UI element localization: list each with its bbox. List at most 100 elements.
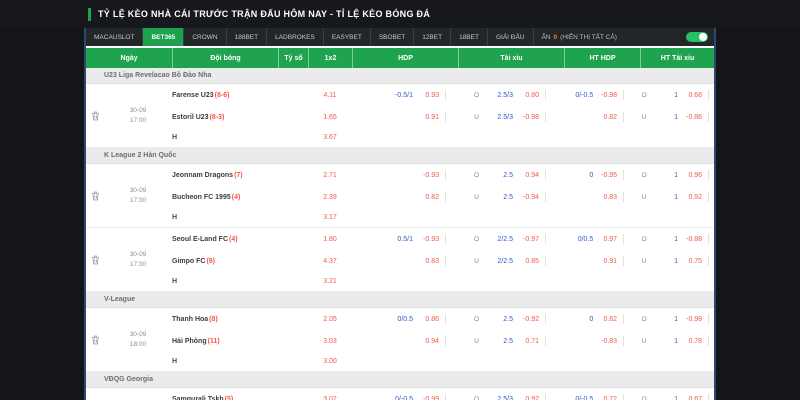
cell-separator [545,90,546,100]
match-block: Samgurali Tskh (5) 3.02 0/-0.5 -0.99 O 2.5/3 0.… [86,388,714,400]
odds-ht-over-under[interactable]: U 1 0.78 [640,330,714,352]
odds-hdp[interactable]: 0.82 [352,186,458,208]
odds-ht-hdp[interactable]: 0.91 [564,250,640,272]
odds-ht-hdp[interactable]: -0.83 [564,330,640,352]
odds-over-under[interactable]: U 2.5 0.71 [458,330,564,352]
odds-1x2[interactable]: 2.39 [323,193,337,201]
odds-1x2[interactable]: 2.71 [323,171,337,179]
handicap-line: 0/-0.5 [575,91,594,99]
odds-over-under[interactable]: O 2/2.5 -0.97 [458,228,564,250]
cell-separator [623,394,624,400]
team-name[interactable]: Thanh Hoa (8) [172,308,278,330]
odds-ht-over-under[interactable]: O 1 0.96 [640,164,714,186]
handicap-line: 2.5 [503,193,513,201]
odds-ht-over-under[interactable]: U 1 -0.86 [640,106,714,128]
odds-over-under[interactable]: U 2.5 -0.94 [458,186,564,208]
team-name[interactable]: Bucheon FC 1995 (4) [172,186,278,208]
tab-macauslot[interactable]: MACAUSLOT [86,28,144,46]
draw-label: H [172,134,178,141]
odds-hdp[interactable]: 0/0.5 0.86 [352,308,458,330]
odds-hdp[interactable]: 0.83 [352,250,458,272]
odds-ht-over-under[interactable]: U 1 0.75 [640,250,714,272]
team-name[interactable]: Samgurali Tskh (5) [172,388,278,400]
odds-draw[interactable]: 3.00 [323,358,337,365]
odds-hdp[interactable]: 0/-0.5 -0.99 [352,388,458,400]
odds-draw[interactable]: 3.21 [323,278,337,285]
tab-188bet[interactable]: 188BET [227,28,268,46]
league-header: V-League [86,292,714,308]
odds-hdp[interactable]: 0.5/1 -0.93 [352,228,458,250]
odds-ht-over-under[interactable]: O 1 0.67 [640,388,714,400]
odds-over-under[interactable]: O 2.5 0.94 [458,164,564,186]
team-name[interactable]: Farense U23 (8-6) [172,84,278,106]
trash-icon[interactable] [86,111,104,121]
odds-ht-over-under[interactable]: U 1 0.92 [640,186,714,208]
odds-ht-hdp[interactable]: 0.82 [564,106,640,128]
tab-giải-đấu[interactable]: GIẢI ĐẤU [488,28,534,46]
title-bar: TỶ LỆ KÈO NHÀ CÁI TRƯỚC TRẬN ĐẤU HÔM NAY… [0,0,800,28]
odds-price: 0.67 [688,395,703,400]
cell-separator [708,234,709,244]
odds-1x2[interactable]: 1.80 [323,235,337,243]
odds-ht-over-under[interactable]: O 1 -0.98 [640,308,714,330]
league-header: VĐQG Georgia [86,372,714,388]
odds-price: -0.94 [523,193,539,201]
show-all-toggle[interactable] [686,32,708,42]
odds-draw[interactable]: 3.67 [323,134,337,141]
odds-hdp[interactable]: 0.91 [352,106,458,128]
team-name[interactable]: Seoul E-Land FC (4) [172,228,278,250]
odds-over-under[interactable]: U 2/2.5 0.85 [458,250,564,272]
odds-1x2[interactable]: 1.65 [323,113,337,121]
trash-icon[interactable] [86,335,104,345]
score-cell [278,164,308,186]
tab-easybet[interactable]: EASYBET [324,28,371,46]
odds-ht-over-under[interactable]: O 1 -0.88 [640,228,714,250]
odds-ht-hdp[interactable]: 0/0.5 0.97 [564,228,640,250]
tab-18bet[interactable]: 18BET [451,28,488,46]
cell-separator [623,192,624,202]
match-block: 30-09 17:30 Jeonnam Dragons (7) 2.71 -0.93 O 2.… [86,164,714,228]
odds-price: 0.91 [603,257,618,265]
odds-ht-hdp[interactable]: 0 0.62 [564,308,640,330]
odds-1x2[interactable]: 2.05 [323,315,337,323]
odds-ht-hdp[interactable]: 0/-0.5 0.72 [564,388,640,400]
odds-ht-hdp[interactable]: 0 -0.95 [564,164,640,186]
tab-crown[interactable]: CROWN [184,28,227,46]
cell-separator [708,170,709,180]
odds-over-under[interactable]: O 2.5/3 0.80 [458,84,564,106]
match-date: 30-09 [129,186,147,194]
odds-hdp[interactable]: 0.94 [352,330,458,352]
trash-icon[interactable] [86,255,104,265]
odds-ht-hdp[interactable]: 0.83 [564,186,640,208]
cell-separator [445,112,446,122]
tab-12bet[interactable]: 12BET [414,28,452,46]
odds-hdp[interactable]: -0.93 [352,164,458,186]
team-name[interactable]: Gimpo FC (9) [172,250,278,272]
team-name[interactable]: Hải Phòng (11) [172,330,278,352]
team-name[interactable]: Jeonnam Dragons (7) [172,164,278,186]
over-under-indicator: U [641,257,647,265]
odds-1x2[interactable]: 4.37 [323,257,337,265]
odds-over-under[interactable]: O 2.5 -0.92 [458,308,564,330]
odds-over-under[interactable]: U 2.5/3 -0.98 [458,106,564,128]
tab-bet365[interactable]: BET365 [143,28,185,46]
odds-over-under[interactable]: O 2.5/3 0.92 [458,388,564,400]
handicap-line: 2.5 [503,171,513,179]
odds-ht-hdp[interactable]: 0/-0.5 -0.98 [564,84,640,106]
odds-1x2[interactable]: 3.02 [323,395,337,400]
over-under-indicator: O [473,395,480,400]
handicap-line: 1 [674,113,678,121]
odds-1x2[interactable]: 3.03 [323,337,337,345]
odds-hdp[interactable]: -0.5/1 0.93 [352,84,458,106]
odds-draw[interactable]: 3.17 [323,214,337,221]
trash-icon[interactable] [86,191,104,201]
odds-ht-over-under[interactable]: O 1 0.68 [640,84,714,106]
odds-1x2[interactable]: 4.11 [323,91,337,99]
cell-separator [545,112,546,122]
tab-sbobet[interactable]: SBOBET [371,28,415,46]
cell-separator [545,170,546,180]
draw-label: H [172,214,178,221]
tab-ladbrokes[interactable]: LADBROKES [267,28,324,46]
match-datetime: 30-09 17:00 [104,106,172,126]
team-name[interactable]: Estoril U23 (8-3) [172,106,278,128]
